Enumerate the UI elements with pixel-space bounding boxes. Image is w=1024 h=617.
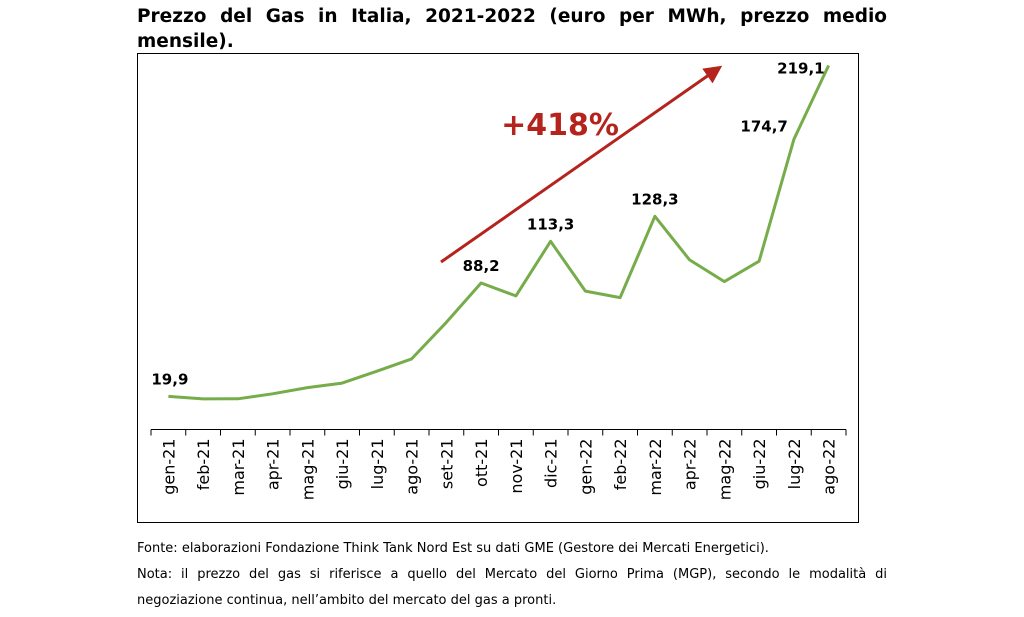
x-tick-label: giu-21 bbox=[333, 439, 352, 490]
data-label: 128,3 bbox=[631, 190, 678, 208]
x-tick-label: mar-21 bbox=[229, 439, 248, 496]
x-tick-label: lug-22 bbox=[785, 439, 804, 490]
x-tick-label: set-21 bbox=[437, 439, 456, 490]
data-label: 219,1 bbox=[777, 59, 824, 77]
x-tick-label: feb-22 bbox=[611, 439, 630, 491]
data-label: 88,2 bbox=[463, 257, 500, 275]
x-tick-label: gen-22 bbox=[576, 439, 595, 495]
x-tick-label: ott-21 bbox=[472, 439, 491, 487]
x-axis-tick-labels: gen-21 feb-21 mar-21 apr-21 mag-21 giu-21 lug-… bbox=[159, 439, 838, 501]
x-tick-label: lug-21 bbox=[368, 439, 387, 490]
x-tick-label: feb-21 bbox=[194, 439, 213, 491]
x-tick-label: dic-21 bbox=[542, 439, 561, 489]
x-tick-label: ago-22 bbox=[820, 439, 839, 495]
data-label: 19,9 bbox=[151, 370, 188, 388]
series-line bbox=[168, 64, 830, 401]
trend-annotation: +418% bbox=[501, 108, 619, 143]
plot-frame bbox=[137, 53, 859, 523]
x-axis-ticks bbox=[150, 429, 847, 436]
data-label: 174,7 bbox=[740, 117, 787, 135]
x-tick-label: gen-21 bbox=[159, 439, 178, 495]
chart-notes: Fonte: elaborazioni Fondazione Think Tan… bbox=[137, 536, 887, 614]
data-label: 113,3 bbox=[527, 215, 574, 233]
x-tick-label: mar-22 bbox=[646, 439, 665, 496]
method-note: Nota: il prezzo del gas si riferisce a q… bbox=[137, 567, 887, 608]
chart-title: Prezzo del Gas in Italia, 2021-2022 (eur… bbox=[137, 6, 887, 52]
source-note: Fonte: elaborazioni Fondazione Think Tan… bbox=[137, 541, 769, 556]
x-tick-label: mag-22 bbox=[715, 439, 734, 501]
trend-arrow bbox=[440, 65, 723, 264]
x-tick-label: apr-21 bbox=[264, 439, 283, 491]
x-tick-label: ago-21 bbox=[403, 439, 422, 495]
x-tick-label: apr-22 bbox=[681, 439, 700, 491]
x-tick-label: mag-21 bbox=[298, 439, 317, 501]
data-labels: 19,9 88,2 113,3 128,3 174,7 219,1 bbox=[151, 59, 824, 388]
x-tick-label: nov-21 bbox=[507, 439, 526, 494]
x-tick-label: giu-22 bbox=[750, 439, 769, 490]
